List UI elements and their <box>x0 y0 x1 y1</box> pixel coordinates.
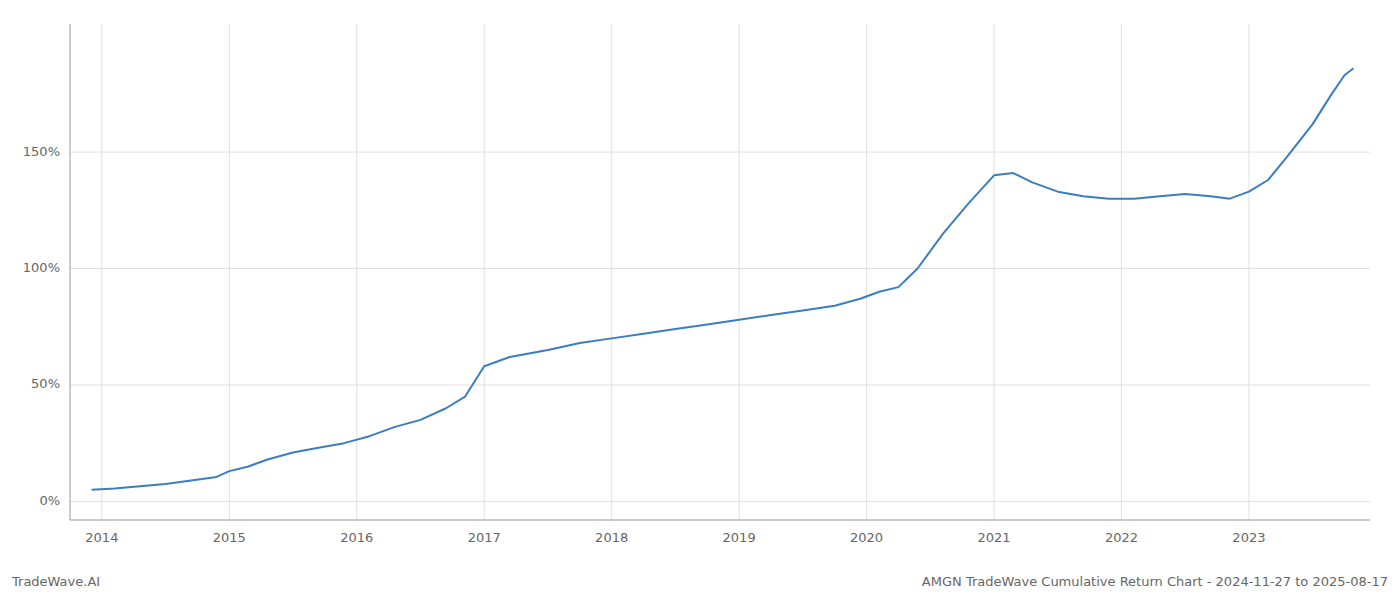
y-axis-line <box>70 24 71 520</box>
axes: 0% 50% 100% 150% 2014 2015 2016 2017 2018 2019 202… <box>23 24 1370 545</box>
x-grid-line <box>229 24 230 520</box>
y-tick-label: 150% <box>23 144 60 159</box>
series-line <box>92 68 1354 489</box>
x-tick-label: 2015 <box>213 530 246 545</box>
x-grid-line <box>739 24 740 520</box>
x-tick-label: 2020 <box>850 530 883 545</box>
x-tick-label: 2019 <box>723 530 756 545</box>
x-tick-label: 2014 <box>85 530 118 545</box>
x-grid-line <box>994 24 995 520</box>
x-grid-line <box>356 24 357 520</box>
watermark: TradeWave.AI <box>11 574 100 589</box>
y-tick-label: 0% <box>39 493 60 508</box>
y-grid-line <box>70 384 1370 385</box>
grid <box>70 24 1370 520</box>
x-tick-label: 2022 <box>1105 530 1138 545</box>
data <box>92 68 1354 489</box>
y-tick-label: 100% <box>23 260 60 275</box>
x-tick-label: 2018 <box>595 530 628 545</box>
x-grid-line <box>101 24 102 520</box>
title: AMGN TradeWave Cumulative Return Chart -… <box>922 574 1388 589</box>
y-grid-line <box>70 152 1370 153</box>
page: {"chart_data": { "type": "line", "title"… <box>0 0 1400 600</box>
x-grid-line <box>866 24 867 520</box>
x-grid-line <box>484 24 485 520</box>
y-tick-label: 50% <box>31 376 60 391</box>
x-grid-line <box>611 24 612 520</box>
x-tick-label: 2023 <box>1232 530 1265 545</box>
y-grid-line <box>70 268 1370 269</box>
chart: 0% 50% 100% 150% 2014 2015 2016 2017 2018 2019 202… <box>0 0 1400 600</box>
x-tick-label: 2016 <box>340 530 373 545</box>
x-axis-line <box>70 520 1370 521</box>
y-grid-line <box>70 501 1370 502</box>
x-grid-line <box>1121 24 1122 520</box>
x-tick-label: 2017 <box>468 530 501 545</box>
x-tick-label: 2021 <box>977 530 1010 545</box>
x-grid-line <box>1248 24 1249 520</box>
